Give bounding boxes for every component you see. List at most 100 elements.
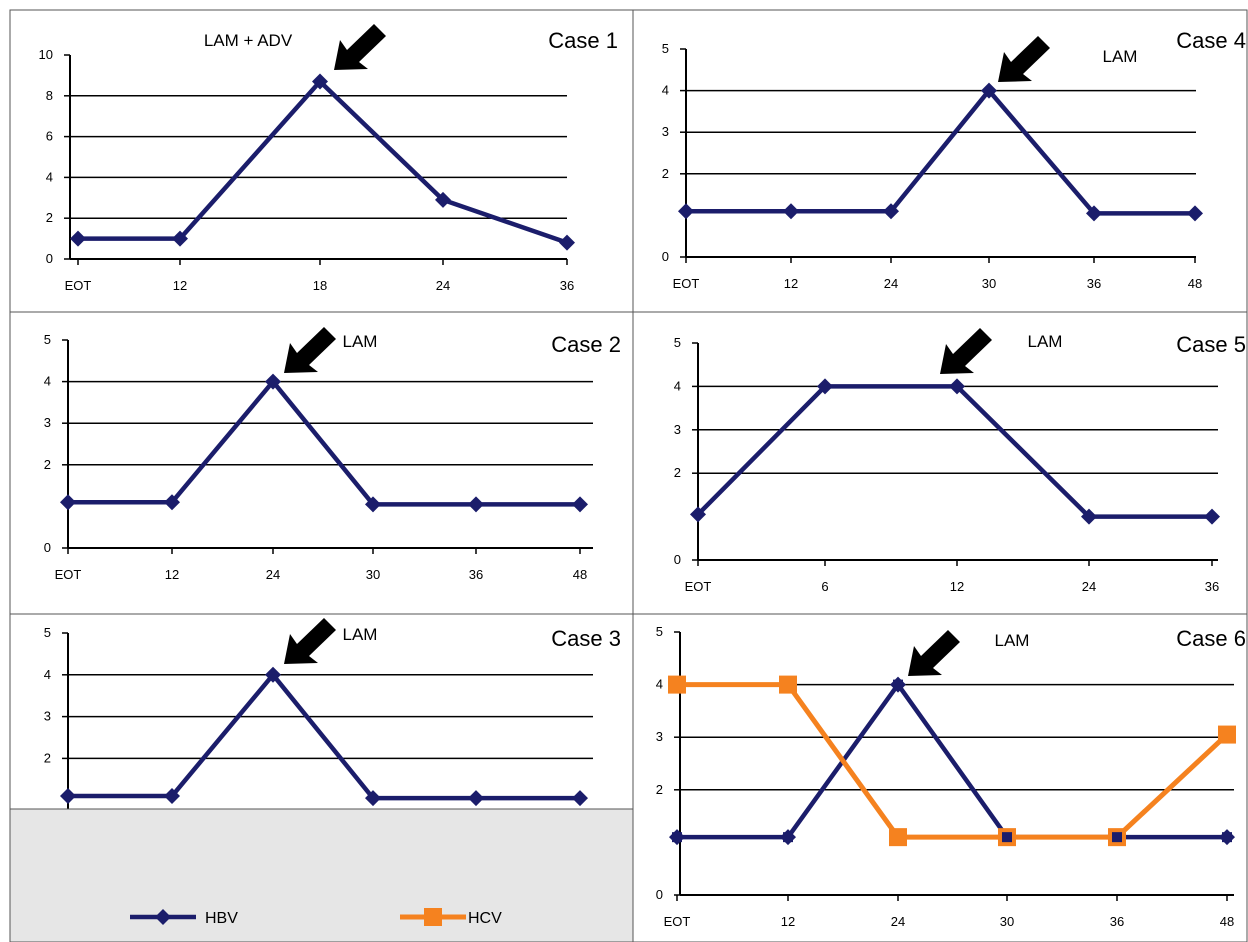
data-point-overlay xyxy=(672,832,682,843)
case-title: Case 6 xyxy=(1176,626,1246,651)
y-tick-label: 5 xyxy=(674,335,681,350)
y-tick-label: 0 xyxy=(656,887,663,902)
series-hcv xyxy=(668,675,1236,847)
x-tick-label: 12 xyxy=(950,579,964,594)
data-point-overlay xyxy=(1002,832,1012,843)
y-tick-label: 0 xyxy=(44,540,51,555)
data-point xyxy=(70,230,86,247)
data-point xyxy=(164,494,180,511)
data-point xyxy=(468,790,484,807)
series-line-hbv xyxy=(677,682,1227,840)
data-point xyxy=(265,666,281,683)
legend-marker xyxy=(424,908,442,926)
annotation-label: LAM xyxy=(1028,332,1063,351)
series-line-hbv xyxy=(686,88,1195,216)
data-point-overlay xyxy=(1112,832,1122,843)
y-tick-label: 4 xyxy=(662,83,669,98)
data-point xyxy=(312,73,328,90)
data-point xyxy=(435,191,451,208)
x-tick-label: 12 xyxy=(165,567,179,582)
x-tick-label: EOT xyxy=(685,579,712,594)
panel-border xyxy=(632,613,1248,942)
data-point xyxy=(164,788,180,805)
series-hbv xyxy=(678,82,1203,222)
data-point xyxy=(1187,205,1203,222)
data-point-overlay xyxy=(783,832,793,843)
y-tick-label: 8 xyxy=(46,88,53,103)
legend-item-hcv: HCV xyxy=(400,908,502,927)
data-point xyxy=(365,790,381,807)
y-tick-label: 3 xyxy=(656,729,663,744)
y-tick-label: 2 xyxy=(656,782,663,797)
data-point xyxy=(783,203,799,220)
x-tick-label: 36 xyxy=(1205,579,1219,594)
legend: HBV HCV xyxy=(9,808,634,942)
legend-item-hbv: HBV xyxy=(130,909,238,927)
y-tick-label: 0 xyxy=(46,251,53,266)
data-point xyxy=(949,378,965,395)
data-point-overlay xyxy=(1222,832,1232,843)
x-tick-label: 36 xyxy=(469,567,483,582)
y-tick-label: 2 xyxy=(44,750,51,765)
data-point xyxy=(981,82,997,99)
data-point xyxy=(690,506,706,523)
panel-border xyxy=(9,9,634,313)
data-point xyxy=(468,496,484,513)
y-tick-label: 4 xyxy=(46,169,53,184)
series-line-hbv xyxy=(68,672,580,801)
data-point xyxy=(572,790,588,807)
annotation-label: LAM xyxy=(995,631,1030,650)
x-tick-label: 24 xyxy=(1082,579,1096,594)
y-tick-label: 0 xyxy=(674,552,681,567)
x-tick-label: EOT xyxy=(673,276,700,291)
y-tick-label: 4 xyxy=(44,374,51,389)
data-point xyxy=(1081,508,1097,525)
legend-marker xyxy=(155,909,171,925)
arrow-icon xyxy=(908,630,960,676)
x-tick-label: 6 xyxy=(821,579,828,594)
y-tick-label: 3 xyxy=(662,124,669,139)
data-point xyxy=(60,788,76,805)
panel-border xyxy=(632,311,1248,615)
annotation-label: LAM + ADV xyxy=(204,31,293,50)
data-point xyxy=(678,203,694,220)
series-hbv xyxy=(669,676,1235,846)
x-tick-label: EOT xyxy=(65,278,92,293)
series-line-hcv xyxy=(677,682,1229,840)
y-tick-label: 0 xyxy=(662,249,669,264)
data-point xyxy=(817,378,833,395)
data-point xyxy=(60,494,76,511)
data-point xyxy=(883,203,899,220)
y-tick-label: 3 xyxy=(44,709,51,724)
x-tick-label: 24 xyxy=(266,567,280,582)
x-tick-label: 24 xyxy=(884,276,898,291)
y-tick-label: 2 xyxy=(662,166,669,181)
arrow-icon xyxy=(940,328,992,374)
y-tick-label: 6 xyxy=(46,129,53,144)
annotation-label: LAM xyxy=(343,332,378,351)
data-point xyxy=(265,373,281,390)
x-tick-label: 48 xyxy=(1188,276,1202,291)
x-tick-label: 24 xyxy=(436,278,450,293)
legend-label: HCV xyxy=(468,910,502,927)
series-hbv xyxy=(690,378,1220,525)
case-title: Case 4 xyxy=(1176,28,1246,53)
panel-border xyxy=(632,9,1248,313)
y-tick-label: 5 xyxy=(44,625,51,640)
legend-label: HBV xyxy=(205,910,238,927)
series-hbv xyxy=(60,373,588,513)
data-point xyxy=(1204,508,1220,525)
arrow-icon xyxy=(284,618,336,664)
case-title: Case 3 xyxy=(551,626,621,651)
y-tick-label: 3 xyxy=(674,422,681,437)
data-point xyxy=(572,496,588,513)
y-tick-label: 3 xyxy=(44,415,51,430)
annotation-label: LAM xyxy=(343,625,378,644)
x-tick-label: 30 xyxy=(366,567,380,582)
x-tick-label: 24 xyxy=(891,914,905,929)
x-tick-label: 30 xyxy=(1000,914,1014,929)
x-tick-label: 36 xyxy=(1087,276,1101,291)
series-hbv xyxy=(70,73,575,251)
x-tick-label: 48 xyxy=(573,567,587,582)
